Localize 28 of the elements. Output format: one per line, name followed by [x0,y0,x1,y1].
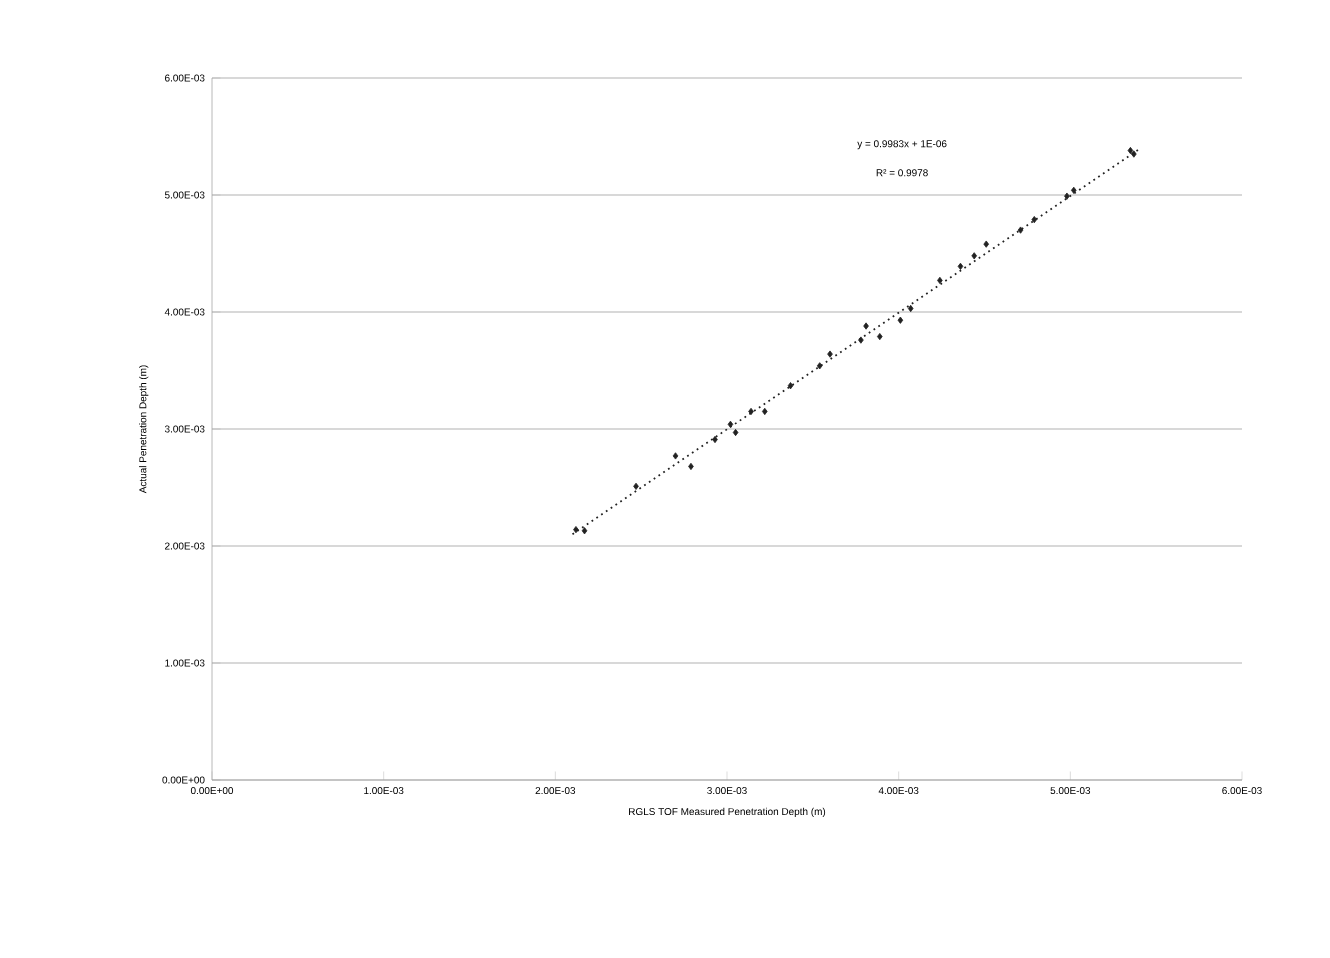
point [858,336,864,344]
point [1017,226,1024,234]
point [937,276,943,284]
point [688,462,694,471]
point [1070,186,1077,194]
point [581,527,588,535]
point [1127,146,1134,155]
point [573,526,579,534]
point [727,420,734,428]
point [957,262,964,270]
point [672,452,679,460]
point [907,304,914,313]
point [1064,192,1070,200]
point [787,382,794,390]
point [732,428,739,437]
point [897,316,904,324]
point [983,240,990,248]
point [816,362,823,370]
point [1031,215,1038,224]
point [827,350,833,358]
point [712,435,718,444]
point [761,407,768,416]
point [863,322,869,330]
point [877,332,883,341]
point [633,482,639,490]
point [971,252,977,260]
point [748,407,754,416]
point [1131,150,1137,158]
